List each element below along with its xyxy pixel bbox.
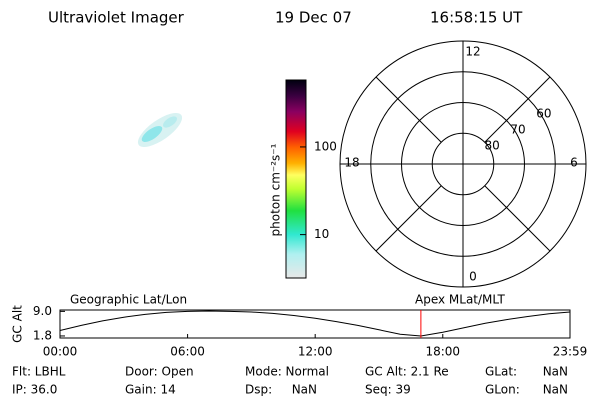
- title: Ultraviolet Imager: [48, 9, 185, 27]
- info-item: NaN: [543, 383, 568, 397]
- orbit-right-label: Apex MLat/MLT: [415, 293, 505, 307]
- info-item: Flt: LBHL: [12, 365, 66, 379]
- polar-ring: [370, 71, 556, 257]
- mlt-label: 18: [344, 156, 359, 170]
- info-item: Gain: 14: [125, 383, 176, 397]
- altitude-line: [59, 310, 571, 337]
- y-tick-label: 9.0: [33, 304, 52, 318]
- lat-label: 80: [485, 138, 500, 152]
- colorbar-tick-label: 100: [314, 139, 337, 153]
- mlt-label: 6: [570, 156, 578, 170]
- time: 16:58:15 UT: [430, 9, 523, 27]
- polar-ring: [339, 40, 587, 288]
- x-tick-label: 00:00: [43, 345, 78, 359]
- mlt-label: 12: [465, 45, 480, 59]
- polar-diagonal: [375, 185, 442, 252]
- polar-diagonal: [484, 185, 551, 252]
- x-tick-label: 12:00: [298, 345, 333, 359]
- lat-label: 60: [536, 106, 551, 120]
- y-tick-label: 1.8: [33, 328, 52, 342]
- info-item: IP: 36.0: [12, 383, 57, 397]
- x-tick-label: 18:00: [425, 345, 460, 359]
- polar-diagonal: [375, 76, 442, 143]
- orbit-left-label: Geographic Lat/Lon: [70, 293, 187, 307]
- info-item: Seq: 39: [365, 383, 411, 397]
- polar-grid: [340, 41, 586, 287]
- orbit-y-label: GC Alt: [11, 305, 25, 343]
- auroral-image: [137, 112, 183, 148]
- polar-ring: [401, 102, 525, 226]
- info-item: Door: Open: [125, 365, 194, 379]
- colorbar-tick-label: 10: [314, 227, 329, 241]
- info-item: GLon:: [485, 383, 520, 397]
- info-item: GC Alt: 2.1 Re: [365, 365, 449, 379]
- colorbar: [285, 79, 307, 279]
- info-item: Dsp:: [245, 383, 272, 397]
- mlt-label: 0: [469, 270, 477, 284]
- x-tick-label: 23:59: [553, 345, 588, 359]
- info-item: GLat:: [485, 365, 517, 379]
- info-item: Mode: Normal: [245, 365, 329, 379]
- colorbar-label: photon cm⁻²s⁻¹: [269, 143, 283, 236]
- x-tick-label: 06:00: [170, 345, 205, 359]
- date: 19 Dec 07: [275, 9, 352, 27]
- lat-label: 70: [510, 122, 525, 136]
- polar-diagonal: [484, 76, 551, 143]
- info-item: NaN: [543, 365, 568, 379]
- info-item: NaN: [292, 383, 317, 397]
- orbit-frame: [59, 309, 571, 339]
- polar-ring: [431, 132, 495, 196]
